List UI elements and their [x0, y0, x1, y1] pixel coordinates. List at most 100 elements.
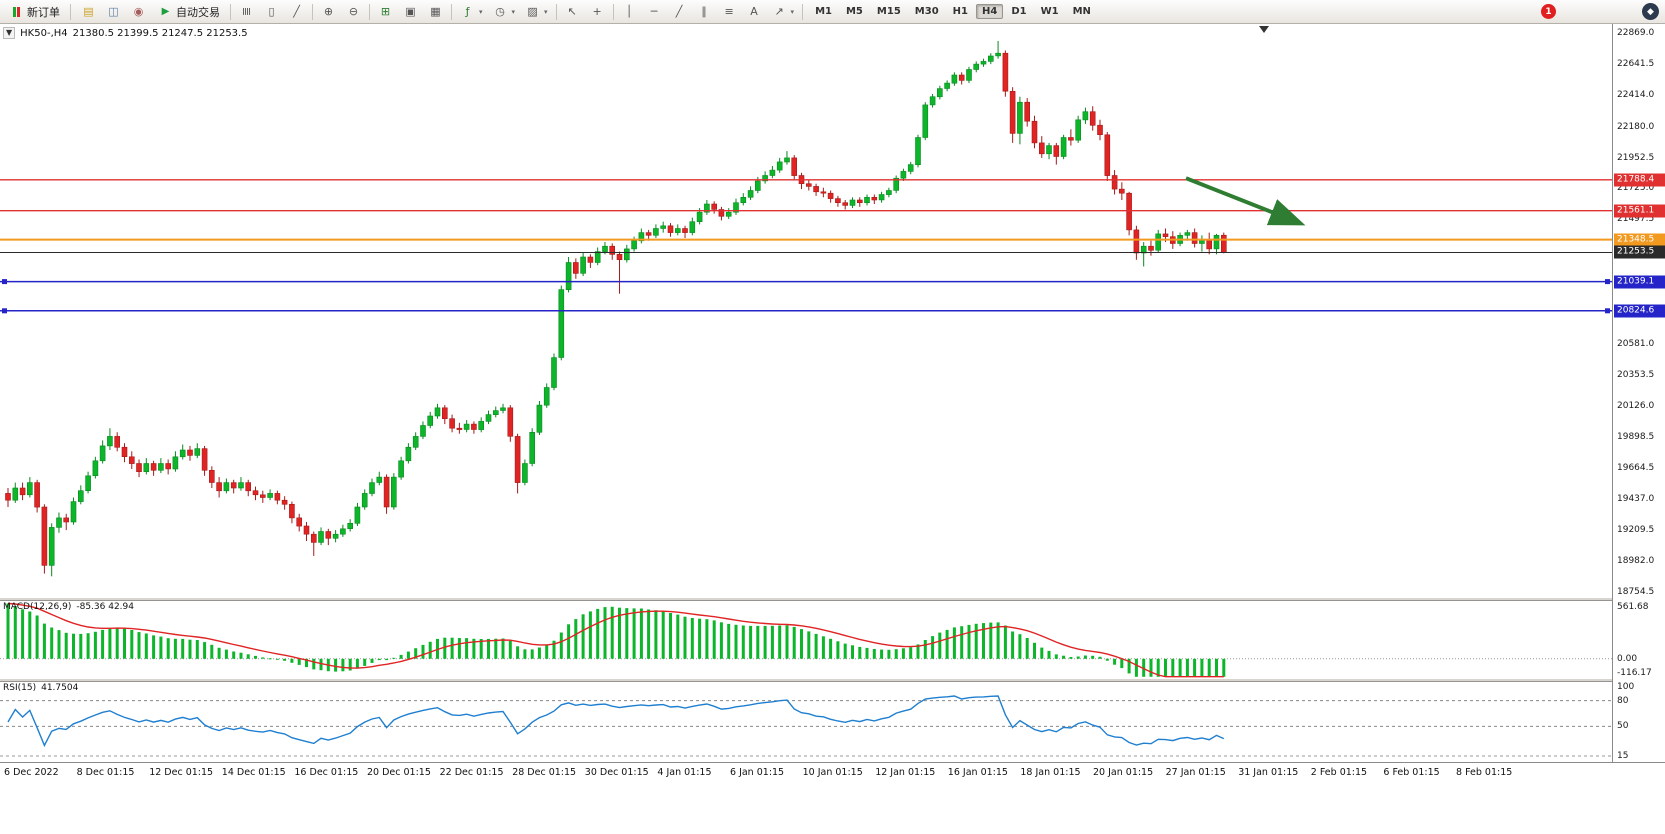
arrows-button[interactable]: ↗ ▾: [767, 2, 800, 22]
macd-pane[interactable]: MACD(12,26,9) -85.36 42.94: [0, 601, 1612, 678]
rsi-line: [7, 695, 1225, 748]
zoom-out-button[interactable]: ⊖: [341, 2, 366, 22]
timeframe-h1-button[interactable]: H1: [952, 6, 968, 17]
toolbar-separator: [312, 3, 313, 20]
rsi-value: 41.7504: [41, 683, 79, 693]
price-axis-label: 19664.5: [1617, 463, 1655, 474]
cascade-windows-icon: ▣: [405, 5, 416, 18]
trendline-icon: ╱: [675, 5, 683, 18]
price-axis[interactable]: 22869.0 22641.5 22414.0 22180.0 21952.5 21725…: [1612, 24, 1665, 762]
pane-splitter[interactable]: [0, 597, 1665, 601]
price-badge-21253.5: 21253.5: [1614, 245, 1665, 259]
timeframe-m5-button[interactable]: M5: [845, 6, 863, 17]
timeframe-group: M1 M5 M15 M30 H1 H4 D1 W1 MN: [808, 4, 1098, 19]
timeframe-m30-button[interactable]: M30: [914, 6, 939, 17]
timeframe-w1-button[interactable]: W1: [1040, 6, 1059, 17]
collapse-icon[interactable]: ▼: [3, 27, 16, 39]
crosshair-icon: +: [592, 5, 602, 18]
line-chart-icon: ╱: [293, 5, 300, 18]
price-axis-label: 21952.5: [1617, 152, 1655, 163]
price-axis-label: 18982.0: [1617, 556, 1655, 567]
text-button[interactable]: A: [742, 2, 767, 22]
time-axis[interactable]: 6 Dec 2022 8 Dec 01:15 12 Dec 01:15 14 Dec …: [0, 762, 1665, 780]
indicators-icon: ƒ: [465, 5, 470, 18]
timeframe-d1-button[interactable]: D1: [1011, 6, 1027, 17]
auto-trading-label: 自动交易: [176, 5, 220, 19]
navigator-icon: ◉: [133, 5, 144, 18]
price-axis-label: 22869.0: [1617, 28, 1655, 38]
time-axis-label: 14 Dec 01:15: [221, 767, 286, 778]
time-axis-label: 10 Jan 01:15: [802, 767, 863, 778]
price-badge-20824.6: 20824.6: [1614, 304, 1665, 318]
price-axis-label: 22641.5: [1617, 58, 1655, 69]
trend-arrow-annotation[interactable]: [1185, 176, 1306, 226]
periods-button[interactable]: ◷ ▾: [488, 2, 521, 22]
candles-chart-button[interactable]: ▯: [259, 2, 284, 22]
hline-21039.1[interactable]: [0, 279, 1612, 285]
timeframe-m1-button[interactable]: M1: [815, 6, 832, 17]
macd-axis-label: 561.68: [1617, 602, 1649, 612]
crosshair-button[interactable]: +: [585, 2, 610, 22]
chart-shift-marker-icon[interactable]: [1259, 26, 1269, 33]
fibonacci-button[interactable]: ≡: [717, 2, 742, 22]
vertical-line-button[interactable]: │: [617, 2, 642, 22]
rsi-chart[interactable]: [0, 682, 1612, 762]
price-chart[interactable]: [0, 24, 1612, 597]
chevron-down-icon: ▾: [790, 7, 795, 16]
pane-splitter[interactable]: [0, 678, 1665, 682]
horizontal-line-icon: ─: [650, 5, 658, 18]
timeframe-m15-button[interactable]: M15: [876, 6, 901, 17]
tile-windows-button[interactable]: ⊞: [373, 2, 398, 22]
arrange-windows-icon: ▦: [430, 5, 441, 18]
vertical-line-icon: │: [625, 5, 633, 18]
play-icon: ▶: [161, 5, 170, 17]
price-badge-21039.1: 21039.1: [1614, 275, 1665, 289]
candles: [5, 41, 1227, 577]
bars-chart-icon: ≣: [240, 6, 253, 17]
trendline-button[interactable]: ╱: [667, 2, 692, 22]
rsi-header: RSI(15) 41.7504: [3, 683, 78, 693]
price-axis-label: 21497.5: [1617, 214, 1655, 225]
channel-button[interactable]: ∥: [692, 2, 717, 22]
time-axis-label: 18 Jan 01:15: [1020, 767, 1081, 778]
price-pane[interactable]: ▼ HK50-,H4 21380.5 21399.5 21247.5 21253…: [0, 24, 1612, 597]
price-axis-label: 22414.0: [1617, 89, 1655, 100]
toolbar-separator: [555, 3, 557, 20]
rsi-axis-label: 100: [1617, 682, 1635, 692]
toolbar-separator: [230, 3, 231, 20]
chart-profiles-button[interactable]: ▤: [76, 2, 101, 22]
channel-icon: ∥: [701, 5, 707, 18]
cursor-button[interactable]: ↖: [560, 2, 585, 22]
zoom-in-icon: ⊕: [323, 5, 334, 18]
macd-values: -85.36 42.94: [76, 602, 134, 612]
time-axis-label: 4 Jan 01:15: [657, 767, 712, 778]
rsi-axis-label: 15: [1617, 751, 1629, 762]
horizontal-line-button[interactable]: ─: [642, 2, 667, 22]
cascade-windows-button[interactable]: ▣: [398, 2, 423, 22]
price-axis-label: 18754.5: [1617, 587, 1655, 597]
auto-trading-button[interactable]: ▶ 自动交易: [153, 2, 225, 22]
macd-chart[interactable]: [0, 601, 1612, 678]
timeframe-h4-button[interactable]: H4: [975, 4, 1004, 19]
new-order-button[interactable]: 新订单: [4, 2, 65, 22]
hline-20824.6[interactable]: [0, 308, 1612, 314]
price-axis-label: 19437.0: [1617, 494, 1655, 505]
messenger-icon[interactable]: ◆: [1642, 3, 1659, 20]
market-watch-button[interactable]: ◫: [101, 2, 126, 22]
indicators-button[interactable]: ƒ ▾: [455, 2, 488, 22]
templates-button[interactable]: ▨ ▾: [520, 2, 553, 22]
line-chart-button[interactable]: ╱: [284, 2, 309, 22]
rsi-axis-label: 50: [1617, 721, 1629, 732]
candles-chart-icon: ▯: [268, 5, 275, 18]
time-axis-label: 22 Dec 01:15: [439, 767, 504, 778]
timeframe-mn-button[interactable]: MN: [1072, 6, 1091, 17]
notification-badge[interactable]: 1: [1541, 4, 1556, 19]
ohlc-label: 21380.5 21399.5 21247.5 21253.5: [72, 27, 248, 39]
zoom-in-button[interactable]: ⊕: [316, 2, 341, 22]
price-axis-label: 20353.5: [1617, 369, 1655, 380]
bars-chart-button[interactable]: ≣: [234, 2, 259, 22]
market-watch-icon: ◫: [108, 5, 119, 18]
navigator-button[interactable]: ◉: [126, 2, 151, 22]
arrange-windows-button[interactable]: ▦: [423, 2, 448, 22]
rsi-pane[interactable]: RSI(15) 41.7504: [0, 682, 1612, 762]
